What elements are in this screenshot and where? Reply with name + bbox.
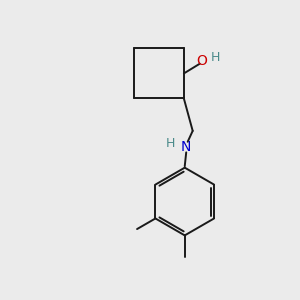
Text: O: O [197,54,208,68]
Text: H: H [211,51,220,64]
Text: N: N [181,140,191,154]
Text: H: H [165,137,175,150]
